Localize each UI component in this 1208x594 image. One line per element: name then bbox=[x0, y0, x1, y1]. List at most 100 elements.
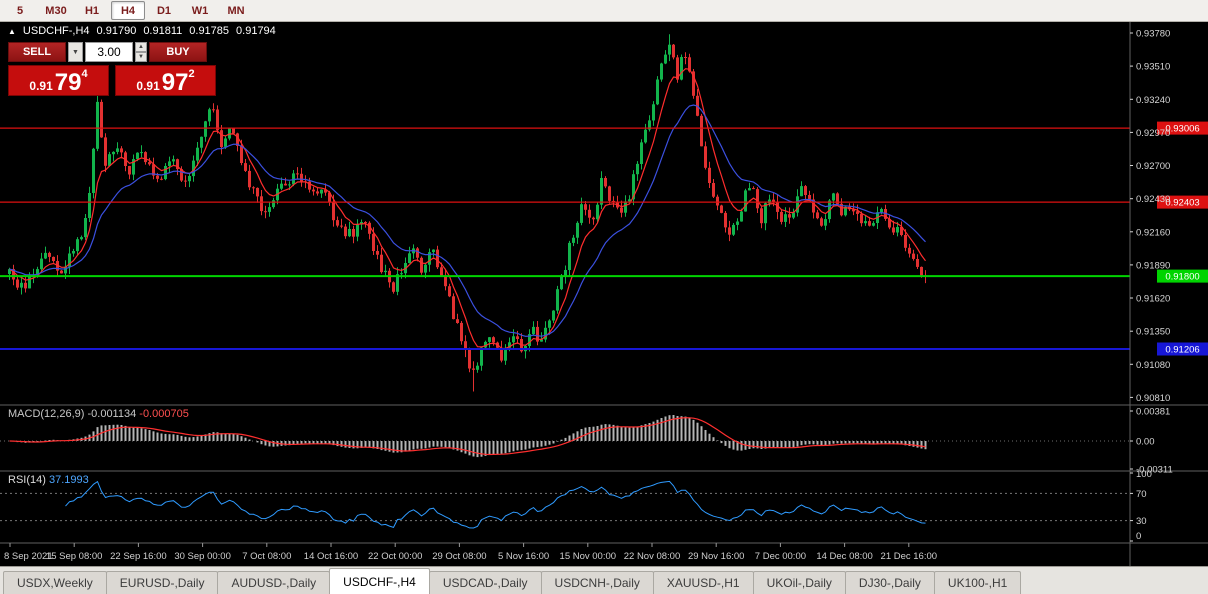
hline-label-0.92403: 0.92403 bbox=[1165, 198, 1199, 209]
price-axis: 0.93780 0.93510 0.93240 0.92970 0.92700 0.924… bbox=[1130, 29, 1170, 404]
macd-signal-line bbox=[9, 417, 926, 456]
one-click-trading-widget: SELL ▼ 3.00 ▲ ▼ BUY 0.91 79 4 0.91 97 2 bbox=[8, 42, 224, 96]
svg-text:70: 70 bbox=[1136, 489, 1147, 500]
quote-expand-arrow-icon[interactable]: ▲ bbox=[8, 26, 16, 36]
timeframe-h1[interactable]: H1 bbox=[84, 4, 100, 17]
quote-line: ▲ USDCHF-,H4 0.91790 0.91811 0.91785 0.9… bbox=[8, 25, 276, 37]
volume-down-icon[interactable]: ▼ bbox=[135, 52, 147, 62]
svg-text:0.93240: 0.93240 bbox=[1136, 95, 1170, 106]
svg-text:100: 100 bbox=[1136, 469, 1152, 480]
svg-text:0.91620: 0.91620 bbox=[1136, 294, 1170, 305]
svg-text:7 Oct 08:00: 7 Oct 08:00 bbox=[242, 551, 291, 562]
timeframe-m30[interactable]: M30 bbox=[45, 4, 67, 17]
timeframe-mn[interactable]: MN bbox=[227, 4, 245, 17]
svg-text:29 Oct 08:00: 29 Oct 08:00 bbox=[432, 551, 486, 562]
sell-price-display[interactable]: 0.91 79 4 bbox=[8, 65, 109, 96]
quote-open: 0.91790 bbox=[96, 25, 137, 37]
svg-text:0.91080: 0.91080 bbox=[1136, 360, 1170, 371]
sell-price-prefix: 0.91 bbox=[29, 78, 53, 93]
tab-usdchf-h4[interactable]: USDCHF-,H4 bbox=[329, 568, 430, 594]
rsi-panel: 100 70 30 0 bbox=[0, 469, 1152, 542]
svg-text:14 Dec 08:00: 14 Dec 08:00 bbox=[816, 551, 873, 562]
hline-label-0.93006: 0.93006 bbox=[1165, 124, 1199, 135]
svg-text:0: 0 bbox=[1136, 531, 1141, 542]
svg-text:30: 30 bbox=[1136, 516, 1147, 527]
svg-text:0.91350: 0.91350 bbox=[1136, 327, 1170, 338]
svg-text:22 Nov 08:00: 22 Nov 08:00 bbox=[624, 551, 681, 562]
rsi-value: 37.1993 bbox=[48, 474, 89, 486]
quote-high: 0.91811 bbox=[143, 25, 183, 37]
svg-text:22 Oct 00:00: 22 Oct 00:00 bbox=[368, 551, 422, 562]
svg-text:30 Sep 00:00: 30 Sep 00:00 bbox=[174, 551, 231, 562]
volume-stepper: ▲ ▼ bbox=[135, 42, 147, 62]
tab-uk100-h1[interactable]: UK100-,H1 bbox=[933, 571, 1022, 594]
svg-text:0.92430: 0.92430 bbox=[1136, 194, 1170, 205]
quote-close: 0.91794 bbox=[236, 25, 276, 37]
hline-label-box-0.91206 bbox=[1157, 342, 1208, 356]
rsi-indicator-label: RSI(14) 37.1993 bbox=[8, 474, 89, 486]
macd-signal-value: -0.000705 bbox=[139, 408, 189, 420]
tab-eurusd-daily[interactable]: EURUSD-,Daily bbox=[105, 571, 219, 594]
chart-region[interactable]: 0.93006 0.92403 0.91800 0.91206 0.93780 0.935… bbox=[0, 22, 1208, 566]
tab-audusd-daily[interactable]: AUDUSD-,Daily bbox=[217, 571, 331, 594]
sell-button[interactable]: SELL bbox=[8, 42, 66, 62]
timeframe-h4[interactable]: H4 bbox=[111, 1, 145, 20]
hline-label-0.91800: 0.91800 bbox=[1165, 272, 1199, 283]
svg-text:8 Sep 2021: 8 Sep 2021 bbox=[4, 551, 53, 562]
svg-text:0.91890: 0.91890 bbox=[1136, 260, 1170, 271]
tab-ukoil-daily[interactable]: UKOil-,Daily bbox=[752, 571, 846, 594]
macd-panel: 0.00381 0.00 -0.00311 bbox=[0, 407, 1173, 476]
tab-dj30-daily[interactable]: DJ30-,Daily bbox=[844, 571, 935, 594]
tab-usdx-weekly[interactable]: USDX,Weekly bbox=[3, 571, 107, 594]
svg-text:0.93510: 0.93510 bbox=[1136, 62, 1170, 73]
hline-label-0.91206: 0.91206 bbox=[1165, 345, 1199, 356]
price-chart-canvas[interactable]: 0.93006 0.92403 0.91800 0.91206 0.93780 0.935… bbox=[0, 22, 1208, 566]
macd-name: MACD(12,26,9) bbox=[8, 408, 85, 420]
buy-button[interactable]: BUY bbox=[149, 42, 207, 62]
buy-price-sup: 2 bbox=[188, 68, 195, 80]
svg-text:0.93780: 0.93780 bbox=[1136, 29, 1170, 40]
rsi-line bbox=[65, 480, 926, 529]
timeframe-5[interactable]: 5 bbox=[16, 4, 24, 17]
volume-up-icon[interactable]: ▲ bbox=[135, 42, 147, 52]
hline-label-box-0.92403 bbox=[1157, 195, 1208, 209]
svg-text:15 Nov 00:00: 15 Nov 00:00 bbox=[560, 551, 617, 562]
svg-text:0.00381: 0.00381 bbox=[1136, 407, 1170, 418]
svg-text:15 Sep 08:00: 15 Sep 08:00 bbox=[46, 551, 103, 562]
macd-indicator-label: MACD(12,26,9) -0.001134 -0.000705 bbox=[8, 408, 189, 420]
buy-price-prefix: 0.91 bbox=[136, 78, 160, 93]
svg-text:22 Sep 16:00: 22 Sep 16:00 bbox=[110, 551, 167, 562]
tab-xauusd-h1[interactable]: XAUUSD-,H1 bbox=[652, 571, 754, 594]
svg-text:0.92700: 0.92700 bbox=[1136, 161, 1170, 172]
quote-symbol: USDCHF-,H4 bbox=[22, 25, 90, 37]
svg-text:0.90810: 0.90810 bbox=[1136, 393, 1170, 404]
svg-text:0.92160: 0.92160 bbox=[1136, 227, 1170, 238]
tab-usdcnh-daily[interactable]: USDCNH-,Daily bbox=[540, 571, 654, 594]
buy-price-display[interactable]: 0.91 97 2 bbox=[115, 65, 216, 96]
tab-usdcad-daily[interactable]: USDCAD-,Daily bbox=[428, 571, 542, 594]
svg-text:0.92970: 0.92970 bbox=[1136, 128, 1170, 139]
chart-tabbar: USDX,Weekly EURUSD-,Daily AUDUSD-,Daily USD… bbox=[0, 566, 1208, 594]
hline-label-box-0.91800 bbox=[1157, 269, 1208, 283]
svg-text:0.00: 0.00 bbox=[1136, 437, 1155, 448]
timeframe-d1[interactable]: D1 bbox=[156, 4, 172, 17]
svg-text:14 Oct 16:00: 14 Oct 16:00 bbox=[304, 551, 358, 562]
rsi-name: RSI(14) bbox=[8, 474, 46, 486]
svg-text:-0.00311: -0.00311 bbox=[1136, 465, 1173, 476]
volume-dropdown-icon[interactable]: ▼ bbox=[68, 42, 83, 62]
sell-price-big: 79 bbox=[54, 68, 82, 96]
ma-slow-line bbox=[9, 104, 926, 337]
timeframe-w1[interactable]: W1 bbox=[191, 4, 209, 17]
timeframe-toolbar: 5 M30 H1 H4 D1 W1 MN bbox=[0, 0, 1208, 22]
svg-text:21 Dec 16:00: 21 Dec 16:00 bbox=[881, 551, 938, 562]
hline-label-box-0.93006 bbox=[1157, 121, 1208, 135]
ma-fast-line bbox=[9, 68, 926, 350]
horizontal-lines-layer[interactable]: 0.93006 0.92403 0.91800 0.91206 bbox=[0, 121, 1208, 356]
volume-input[interactable]: 3.00 bbox=[85, 42, 133, 62]
svg-text:29 Nov 16:00: 29 Nov 16:00 bbox=[688, 551, 745, 562]
buy-price-big: 97 bbox=[161, 68, 189, 96]
macd-main-value: -0.001134 bbox=[87, 408, 137, 420]
quote-low: 0.91785 bbox=[189, 25, 230, 37]
svg-text:7 Dec 00:00: 7 Dec 00:00 bbox=[755, 551, 806, 562]
